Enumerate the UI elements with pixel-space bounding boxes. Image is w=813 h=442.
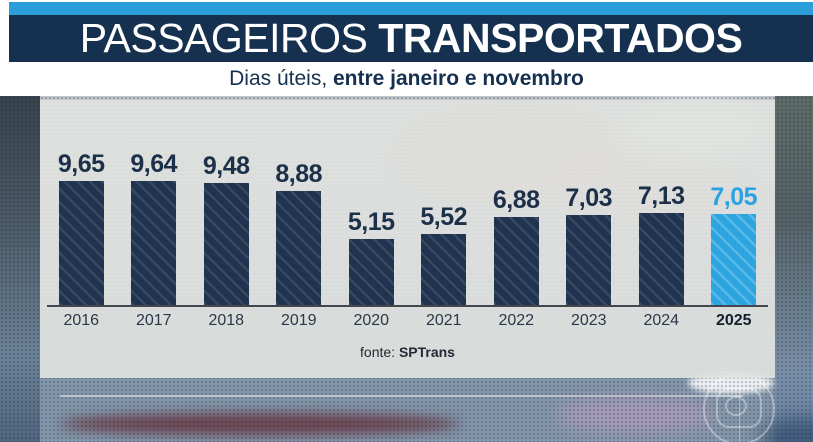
title-band: PASSAGEIROS TRANSPORTADOS bbox=[9, 15, 813, 62]
header: PASSAGEIROS TRANSPORTADOS Dias úteis, en… bbox=[0, 0, 813, 96]
bar-value-label: 9,48 bbox=[202, 152, 250, 180]
bar-value-label: 7,05 bbox=[710, 183, 758, 211]
bar-value-label: 7,03 bbox=[565, 184, 613, 212]
year-label-2017: 2017 bbox=[135, 312, 172, 329]
year-label-2016: 2016 bbox=[63, 312, 100, 329]
globo-logo-screen-shape bbox=[716, 388, 762, 428]
year-label-2019: 2019 bbox=[280, 312, 317, 329]
bar-2024 bbox=[638, 213, 684, 305]
background-bus-blur bbox=[60, 413, 460, 435]
bar-2021 bbox=[421, 234, 467, 305]
bar-2018 bbox=[203, 183, 249, 305]
bar-2020 bbox=[348, 239, 394, 305]
bar-2016 bbox=[58, 181, 104, 305]
subtitle-bold: entre janeiro e novembro bbox=[332, 67, 584, 90]
globo-logo-icon bbox=[701, 371, 777, 442]
bar-value-label: 6,88 bbox=[492, 186, 540, 214]
bar-value-label: 8,88 bbox=[275, 160, 323, 188]
subtitle-band: Dias úteis, entre janeiro e novembro bbox=[0, 62, 813, 96]
bar-2025 bbox=[711, 214, 757, 305]
bar-column-2019: 8,88 bbox=[263, 162, 336, 305]
globo-logo-inner-circle bbox=[725, 396, 747, 416]
x-axis-line bbox=[47, 305, 768, 307]
year-label-2024: 2024 bbox=[643, 312, 680, 329]
x-axis-labels: 2016 2017 2018 2019 2020 2021 2022 2023 2024 2025 bbox=[45, 312, 770, 330]
bar-2022 bbox=[493, 217, 539, 305]
background-highlight-line bbox=[60, 395, 743, 397]
bar-2019 bbox=[276, 191, 322, 305]
page-title-regular: PASSAGEIROS bbox=[79, 15, 379, 61]
chart-panel: 9,65 9,64 9,48 8,88 5,15 5,52 6,88 7,03 7,13 7,05… bbox=[40, 100, 775, 378]
page-title-bold: TRANSPORTADOS bbox=[378, 15, 743, 61]
year-label-2022: 2022 bbox=[498, 312, 535, 329]
background-right-strip bbox=[775, 96, 813, 442]
bar-value-label: 9,64 bbox=[130, 150, 178, 178]
year-label-2020: 2020 bbox=[353, 312, 390, 329]
bar-chart: 9,65 9,64 9,48 8,88 5,15 5,52 6,88 7,03 7,13 7,05 bbox=[45, 100, 770, 305]
accent-strip bbox=[9, 2, 813, 15]
bar-column-2020: 5,15 bbox=[335, 210, 408, 305]
bar-column-2024: 7,13 bbox=[625, 184, 698, 305]
subtitle-regular: Dias úteis, bbox=[229, 67, 333, 90]
source-prefix: fonte: bbox=[360, 344, 399, 360]
bar-column-2018: 9,48 bbox=[190, 154, 263, 305]
bar-value-label: 9,65 bbox=[57, 150, 105, 178]
bar-column-2017: 9,64 bbox=[118, 152, 191, 305]
bar-2023 bbox=[566, 215, 612, 305]
bar-value-label: 5,52 bbox=[420, 203, 468, 231]
background-left-strip bbox=[0, 96, 40, 442]
bar-value-label: 5,15 bbox=[347, 208, 395, 236]
bar-column-2016: 9,65 bbox=[45, 152, 118, 305]
year-label-2018: 2018 bbox=[208, 312, 245, 329]
year-label-2021: 2021 bbox=[425, 312, 462, 329]
bar-column-2021: 5,52 bbox=[408, 205, 481, 305]
bar-column-2022: 6,88 bbox=[480, 188, 553, 305]
bar-2017 bbox=[131, 181, 177, 305]
background-blur-blob bbox=[555, 398, 715, 432]
source-credit: fonte: SPTrans bbox=[45, 344, 770, 360]
source-name: SPTrans bbox=[398, 344, 455, 360]
year-label-2023: 2023 bbox=[570, 312, 607, 329]
bar-value-label: 7,13 bbox=[637, 182, 685, 210]
bar-column-2023: 7,03 bbox=[553, 186, 626, 305]
year-label-2025: 2025 bbox=[715, 312, 752, 329]
bar-column-2025: 7,05 bbox=[698, 185, 771, 305]
